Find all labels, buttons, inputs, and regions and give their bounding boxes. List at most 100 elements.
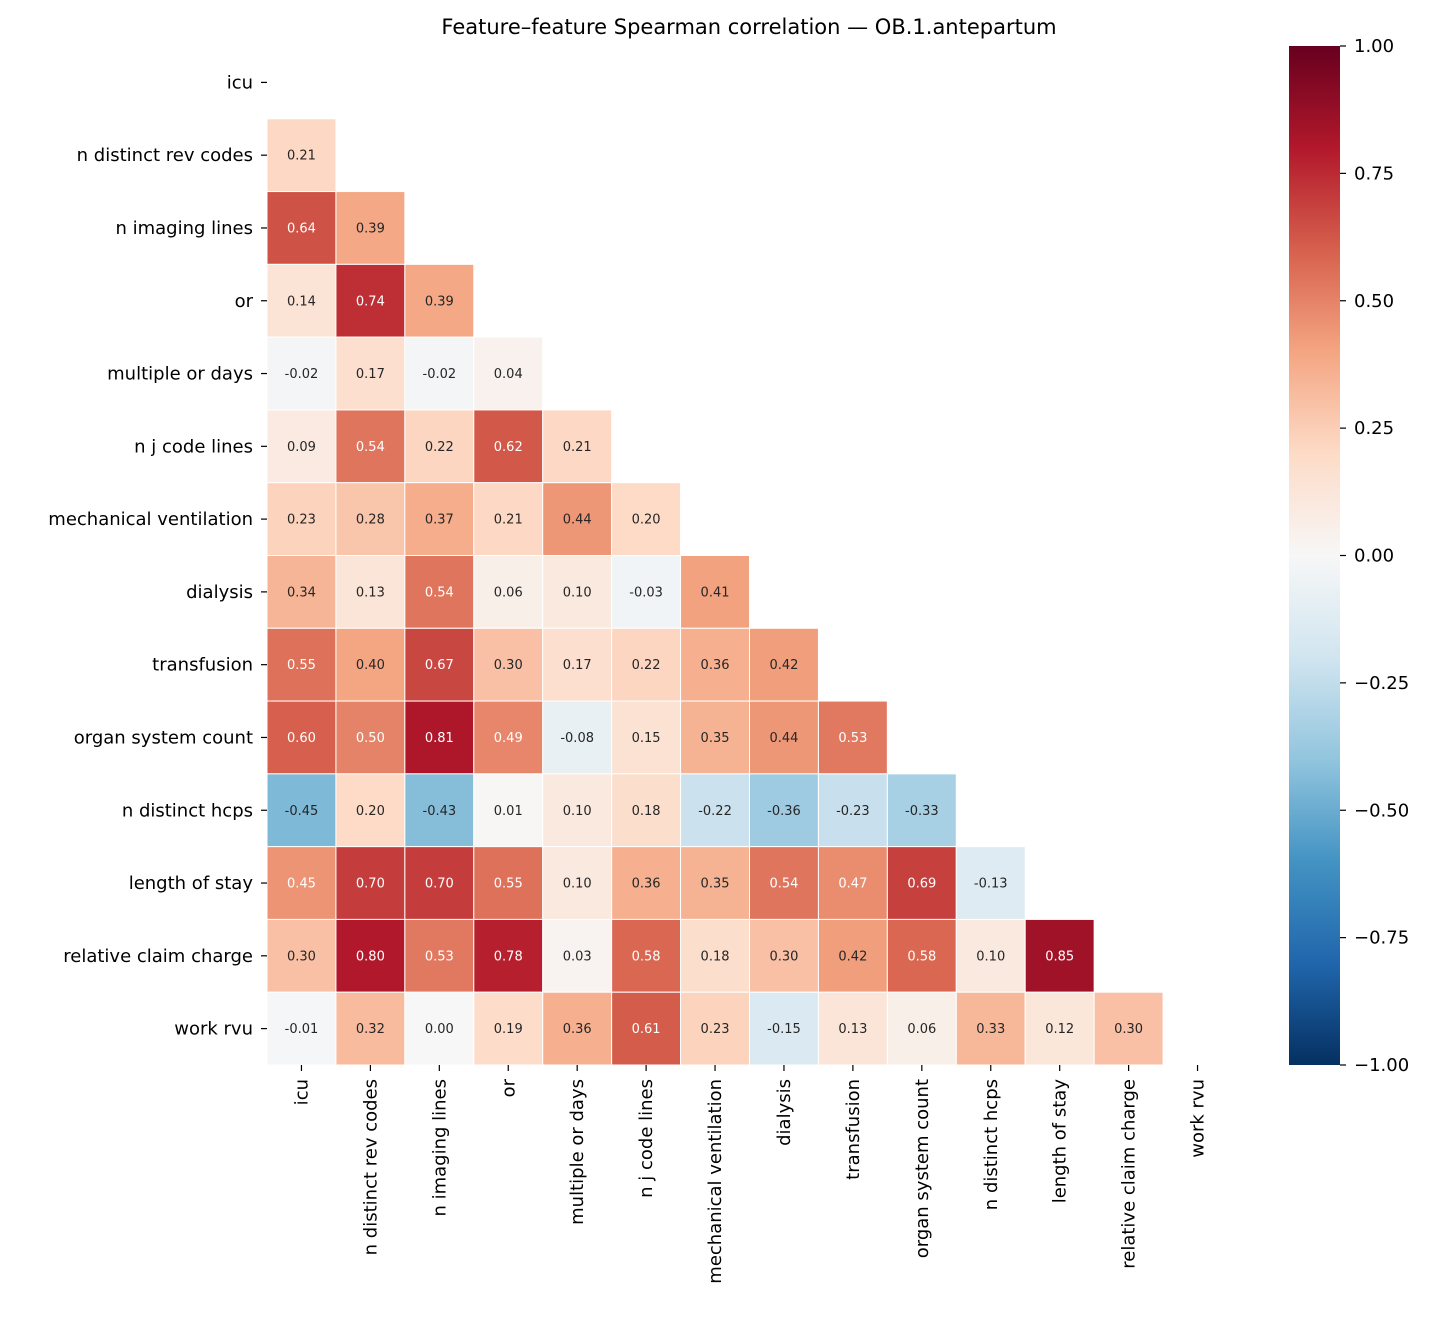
colorbar-tick-label: −1.00 bbox=[1354, 1055, 1409, 1076]
heatmap-cell bbox=[335, 336, 406, 411]
heatmap-cell bbox=[542, 773, 613, 848]
colorbar-tick-label: 0.75 bbox=[1354, 163, 1394, 184]
colorbar-tick-label: 0.25 bbox=[1354, 418, 1394, 439]
colorbar-tick-label: −0.75 bbox=[1354, 928, 1409, 949]
heatmap-cell bbox=[886, 991, 957, 1066]
heatmap-cell bbox=[335, 191, 406, 265]
x-tick-label: work rvu bbox=[1188, 1079, 1209, 1158]
cell-value-label: 0.64 bbox=[287, 221, 316, 236]
cell-value-label: 0.20 bbox=[632, 513, 661, 528]
cell-value-label: 0.18 bbox=[632, 804, 661, 819]
cell-value-label: -0.02 bbox=[423, 367, 457, 382]
heatmap-cell bbox=[266, 846, 337, 920]
x-tick-label: n imaging lines bbox=[429, 1079, 450, 1217]
cell-value-label: 0.19 bbox=[494, 1022, 523, 1037]
cell-value-label: -0.08 bbox=[560, 731, 594, 746]
x-tick-label: multiple or days bbox=[567, 1079, 588, 1225]
y-tick-label: relative claim charge bbox=[63, 946, 253, 967]
cell-value-label: -0.43 bbox=[423, 804, 457, 819]
heatmap-cell bbox=[886, 918, 957, 993]
cell-value-label: 0.36 bbox=[701, 658, 730, 673]
chart-title: Feature–feature Spearman correlation — O… bbox=[441, 15, 1056, 39]
cell-value-label: 0.36 bbox=[563, 1022, 592, 1037]
cell-value-label: 0.41 bbox=[701, 585, 730, 600]
cell-value-label: 0.12 bbox=[1045, 1022, 1074, 1037]
heatmap-cell bbox=[335, 773, 406, 848]
cell-value-label: -0.22 bbox=[698, 804, 732, 819]
cell-value-label: 0.61 bbox=[632, 1022, 661, 1037]
x-tick-label: n distinct hcps bbox=[981, 1079, 1002, 1210]
heatmap-cell bbox=[473, 482, 544, 557]
cell-value-label: 0.80 bbox=[356, 949, 385, 964]
heatmap-cell bbox=[404, 773, 475, 848]
cell-value-label: 0.32 bbox=[356, 1022, 385, 1037]
heatmap-cell bbox=[817, 918, 888, 993]
cell-value-label: 0.35 bbox=[701, 877, 730, 892]
heatmap-cells: 0.21 0.64 0.39 0.14 0.74 0.39 -0.02 0.17 -0.02 0.… bbox=[266, 118, 1164, 1066]
heatmap-cell bbox=[611, 991, 682, 1066]
heatmap-cell bbox=[817, 846, 888, 920]
heatmap-cell bbox=[680, 700, 750, 775]
heatmap-cell bbox=[266, 191, 337, 265]
heatmap-cell bbox=[404, 263, 475, 338]
y-tick-label: n imaging lines bbox=[115, 218, 253, 239]
heatmap-cell bbox=[680, 918, 750, 993]
cell-value-label: 0.17 bbox=[563, 658, 592, 673]
cell-value-label: 0.30 bbox=[769, 949, 798, 964]
cell-value-label: 0.30 bbox=[1114, 1022, 1143, 1037]
cell-value-label: 0.13 bbox=[838, 1022, 867, 1037]
y-tick-label: work rvu bbox=[174, 1019, 253, 1040]
heatmap-cell bbox=[749, 627, 819, 702]
heatmap-cell bbox=[473, 409, 544, 484]
colorbar-tick-label: −0.25 bbox=[1354, 673, 1409, 694]
heatmap-cell bbox=[473, 846, 544, 920]
cell-value-label: -0.45 bbox=[285, 804, 319, 819]
y-tick-label: length of stay bbox=[129, 873, 254, 894]
cell-value-label: 0.47 bbox=[838, 877, 867, 892]
heatmap-cell bbox=[473, 336, 544, 411]
cell-value-label: 0.44 bbox=[769, 731, 798, 746]
heatmap-cell bbox=[266, 118, 337, 193]
heatmap-cell bbox=[404, 482, 475, 557]
x-axis-labels: icu n distinct rev codes n imaging lines or… bbox=[291, 1065, 1209, 1284]
cell-value-label: 0.14 bbox=[287, 294, 316, 309]
cell-value-label: 0.10 bbox=[563, 804, 592, 819]
heatmap-cell bbox=[611, 846, 682, 920]
y-tick-label: dialysis bbox=[186, 582, 253, 603]
x-tick-label: transfusion bbox=[843, 1079, 864, 1180]
heatmap-cell bbox=[749, 918, 819, 993]
heatmap-cell bbox=[611, 555, 682, 629]
y-axis-labels: icu n distinct rev codes n imaging lines or… bbox=[48, 72, 267, 1040]
x-tick-label: dialysis bbox=[774, 1079, 795, 1146]
cell-value-label: -0.36 bbox=[767, 804, 801, 819]
cell-value-label: 0.10 bbox=[563, 877, 592, 892]
heatmap-cell bbox=[542, 482, 613, 557]
x-tick-label: mechanical ventilation bbox=[705, 1079, 726, 1284]
heatmap-cell bbox=[611, 700, 682, 775]
heatmap-cell bbox=[473, 991, 544, 1066]
heatmap-cell bbox=[817, 773, 888, 848]
cell-value-label: 0.36 bbox=[632, 877, 661, 892]
cell-value-label: 0.04 bbox=[494, 367, 523, 382]
colorbar bbox=[1289, 46, 1340, 1065]
heatmap-cell bbox=[404, 627, 475, 702]
cell-value-label: 0.39 bbox=[356, 221, 385, 236]
cell-value-label: 0.15 bbox=[632, 731, 661, 746]
cell-value-label: 0.23 bbox=[287, 513, 316, 528]
cell-value-label: 0.58 bbox=[632, 949, 661, 964]
heatmap-cell bbox=[1093, 991, 1164, 1066]
cell-value-label: 0.81 bbox=[425, 731, 454, 746]
colorbar-tick-label: 1.00 bbox=[1354, 36, 1394, 57]
y-tick-label: icu bbox=[227, 72, 253, 93]
cell-value-label: 0.10 bbox=[563, 585, 592, 600]
cell-value-label: -0.23 bbox=[836, 804, 870, 819]
cell-value-label: 0.33 bbox=[976, 1022, 1005, 1037]
heatmap-cell bbox=[404, 991, 475, 1066]
cell-value-label: 0.45 bbox=[287, 877, 316, 892]
heatmap-cell bbox=[266, 918, 337, 993]
heatmap-cell bbox=[542, 991, 613, 1066]
cell-value-label: 0.22 bbox=[425, 440, 454, 455]
cell-value-label: 0.30 bbox=[494, 658, 523, 673]
colorbar-ticks: 1.00 0.75 0.50 0.25 0.00 −0.25 −0.50 −0.75 −1.00 bbox=[1340, 36, 1409, 1076]
